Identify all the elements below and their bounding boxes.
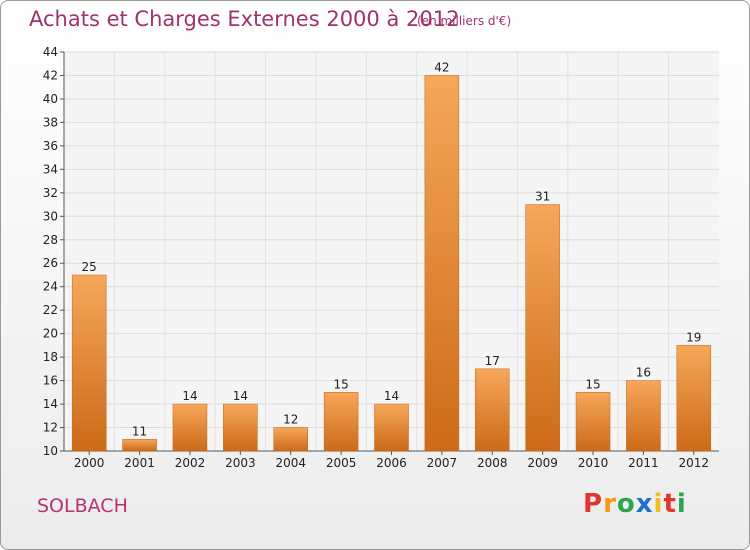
y-tick-label: 42: [43, 68, 58, 82]
data-label: 15: [585, 377, 600, 391]
logo-letter: o: [616, 489, 636, 519]
proxiti-logo: Proxiti: [583, 489, 687, 519]
x-tick-label: 2000: [74, 456, 105, 470]
x-tick-label: 2010: [578, 456, 609, 470]
logo-letter: t: [663, 489, 677, 519]
bar-2009: [525, 204, 560, 452]
y-tick-label: 10: [43, 444, 58, 458]
plot-area: [64, 52, 719, 451]
x-tick-label: 2005: [326, 456, 357, 470]
grid: [64, 51, 719, 452]
commune-name: SOLBACH: [37, 495, 128, 517]
data-label: 15: [333, 377, 348, 391]
y-tick-label: 14: [43, 397, 58, 411]
x-tick-label: 2007: [427, 456, 458, 470]
chart-subtitle: (en milliers d'€): [417, 14, 512, 28]
chart-title: Achats et Charges Externes 2000 à 2012: [29, 7, 460, 31]
y-tick-label: 38: [43, 115, 58, 129]
y-tick-label: 30: [43, 209, 58, 223]
bar-2002: [172, 403, 208, 452]
y-tick-label: 12: [43, 421, 58, 435]
data-label: 16: [636, 366, 651, 380]
data-label: 31: [535, 190, 550, 204]
y-tick-label: 32: [43, 186, 58, 200]
y-tick-label: 18: [43, 350, 58, 364]
x-tick-label: 2001: [124, 456, 155, 470]
y-tick-label: 34: [43, 162, 58, 176]
bar-2000: [71, 274, 107, 452]
bar-2010: [575, 392, 611, 452]
data-label: 12: [283, 413, 298, 427]
bar-2003: [223, 403, 258, 452]
bar-2012: [676, 345, 712, 452]
logo-letter: x: [635, 489, 654, 519]
bar-2001: [122, 439, 157, 452]
x-tick-label: 2011: [628, 456, 659, 470]
x-tick-label: 2012: [679, 456, 710, 470]
labels: 25 11 14 14 12 15 14 42 17 31 15 16 19: [82, 60, 702, 438]
bars: [71, 75, 712, 452]
y-tick-label: 28: [43, 233, 58, 247]
x-tick-label: 2008: [477, 456, 508, 470]
x-tick-label: 2002: [175, 456, 206, 470]
logo-letter: i: [653, 489, 664, 519]
y-tick-label: 44: [43, 45, 58, 59]
bar-2004: [273, 427, 308, 452]
bar-2011: [626, 380, 661, 452]
data-label: 25: [82, 260, 97, 274]
logo-letter: r: [603, 489, 617, 519]
logo-letter: P: [583, 489, 604, 519]
data-label: 11: [132, 424, 147, 438]
logo-letter: i: [676, 489, 687, 519]
x-tick-label: 2009: [527, 456, 558, 470]
y-tick-label: 26: [43, 256, 58, 270]
bar-2007: [424, 75, 460, 452]
y-tick-label: 40: [43, 92, 58, 106]
data-label: 42: [434, 60, 449, 74]
y-tick-label: 36: [43, 139, 58, 153]
data-label: 14: [384, 389, 399, 403]
x-tick-label: 2004: [275, 456, 306, 470]
data-label: 17: [485, 354, 500, 368]
y-tick-label: 24: [43, 280, 58, 294]
y-tick-label: 22: [43, 303, 58, 317]
data-label: 14: [182, 389, 197, 403]
bar-2005: [323, 392, 359, 452]
data-label: 14: [233, 389, 248, 403]
x-tick-label: 2006: [376, 456, 407, 470]
y-tick-label: 20: [43, 327, 58, 341]
bar-2008: [475, 368, 510, 452]
x-tick-label: 2003: [225, 456, 256, 470]
data-label: 19: [686, 330, 701, 344]
y-tick-label: 16: [43, 374, 58, 388]
bar-2006: [374, 403, 409, 452]
